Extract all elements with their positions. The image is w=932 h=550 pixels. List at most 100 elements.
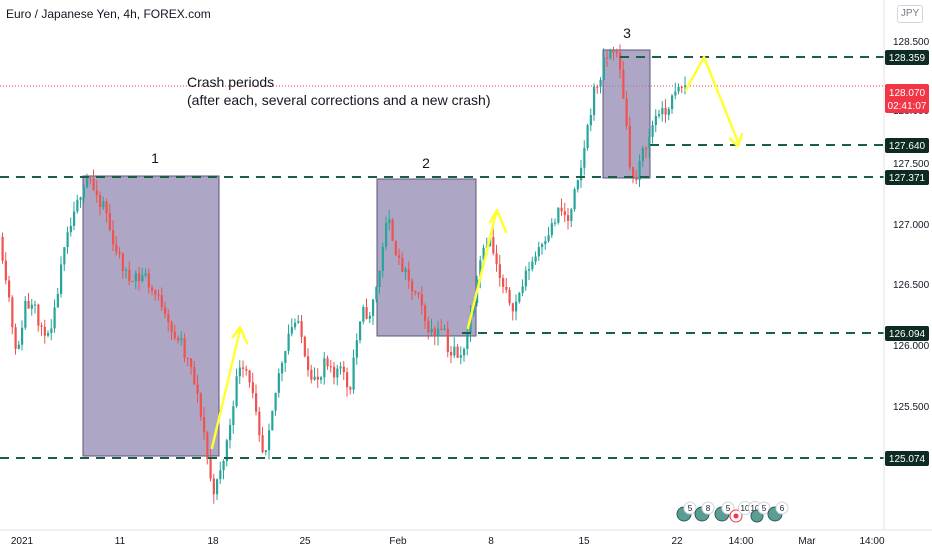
candle-down: [612, 50, 615, 53]
candle-up: [641, 148, 644, 162]
candle-up: [34, 304, 37, 306]
candle-down: [196, 384, 199, 394]
candle-up: [144, 273, 147, 276]
currency-badge[interactable]: JPY: [897, 5, 923, 23]
candle-up: [297, 321, 300, 323]
candle-up: [21, 327, 24, 345]
candle-up: [404, 269, 407, 272]
candle-up: [443, 328, 446, 330]
candle-up: [53, 307, 56, 329]
crash-box-2[interactable]: [376, 178, 477, 337]
candle-down: [105, 201, 108, 214]
event-count: 10: [741, 504, 750, 513]
x-tick: Feb: [389, 536, 407, 547]
candle-down: [183, 338, 186, 358]
candle-up: [388, 219, 391, 224]
candle-up: [320, 377, 323, 380]
candle-up: [141, 275, 144, 281]
candle-down: [365, 307, 368, 319]
crash-box-1[interactable]: [82, 175, 220, 457]
candle-up: [82, 187, 85, 198]
candle-up: [232, 406, 235, 426]
candle-down: [147, 273, 150, 288]
candle-down: [401, 257, 404, 272]
candle-down: [89, 178, 92, 180]
event-badges[interactable]: 5 8 5 10 10 5 6: [676, 501, 789, 523]
candle-up: [580, 167, 583, 181]
candle-up: [66, 232, 69, 248]
x-tick: 15: [578, 536, 590, 547]
candle-up: [638, 161, 641, 181]
level-label-bg: [885, 170, 929, 185]
candle-up: [576, 180, 579, 190]
candle-down: [40, 325, 43, 327]
level-label-bg: [885, 326, 929, 341]
candle-down: [680, 86, 683, 88]
candle-down: [245, 368, 248, 371]
candle-up: [583, 148, 586, 168]
candle-up: [63, 247, 66, 265]
candle-up: [225, 440, 228, 462]
candle-down: [154, 290, 157, 295]
price-axis[interactable]: 128.500 128.000 127.500 127.000 126.500 …: [883, 0, 932, 530]
candle-up: [76, 199, 79, 212]
candle-up: [661, 107, 664, 115]
event-count: 10: [751, 504, 760, 513]
candle-down: [131, 281, 134, 283]
candle-up: [547, 235, 550, 241]
level-label: 127.371: [889, 173, 926, 184]
candle-down: [632, 167, 635, 178]
candle-down: [199, 393, 202, 417]
candle-down: [186, 357, 189, 359]
candle-down: [4, 260, 7, 281]
candle-up: [599, 79, 602, 87]
candle-up: [541, 244, 544, 248]
candle-down: [209, 458, 212, 479]
candle-down: [173, 331, 176, 338]
candle-up: [30, 304, 33, 309]
candle-up: [430, 328, 433, 333]
annotation-note[interactable]: Crash periods (after each, several corre…: [187, 73, 490, 109]
candle-down: [398, 255, 401, 258]
x-tick: 14:00: [728, 536, 753, 547]
candle-down: [157, 294, 160, 296]
candle-down: [664, 107, 667, 115]
box-label-3: 3: [623, 25, 631, 41]
y-tick: 128.500: [893, 37, 930, 48]
candle-up: [264, 450, 267, 453]
candle-down: [511, 303, 514, 312]
level-label-bg: [885, 451, 929, 466]
candle-up: [677, 86, 680, 92]
projection-path[interactable]: [684, 55, 740, 144]
candle-down: [329, 366, 332, 368]
x-tick: 22: [671, 536, 683, 547]
time-axis[interactable]: 2021 11 18 25 Feb 8 15 22 14:00 Mar 14:0…: [0, 529, 932, 550]
rebound-arrow-1[interactable]: [210, 328, 242, 450]
rebound-arrow-2[interactable]: [466, 211, 498, 330]
candle-up: [339, 366, 342, 369]
candle-up: [281, 362, 284, 374]
box-label-2: 2: [422, 155, 430, 171]
candle-down: [261, 435, 264, 453]
candle-up: [287, 333, 290, 352]
candle-up: [550, 223, 553, 236]
event-count-badge: [701, 501, 715, 515]
annotation-line-1: Crash periods: [187, 74, 275, 90]
candle-down: [394, 240, 397, 256]
candle-down: [115, 244, 118, 252]
candle-down: [440, 328, 443, 330]
x-tick: 25: [299, 536, 311, 547]
y-tick: 127.500: [893, 159, 930, 170]
x-tick: 14:00: [859, 536, 884, 547]
candle-up: [437, 328, 440, 337]
candle-down: [619, 52, 622, 70]
candle-down: [27, 300, 30, 309]
candle-up: [274, 392, 277, 411]
candle-up: [362, 307, 365, 322]
yellow-arrows: [210, 55, 744, 450]
candle-up: [268, 430, 271, 451]
candle-up: [609, 50, 612, 59]
y-tick: 126.500: [893, 280, 930, 291]
level-label: 127.640: [889, 141, 926, 152]
